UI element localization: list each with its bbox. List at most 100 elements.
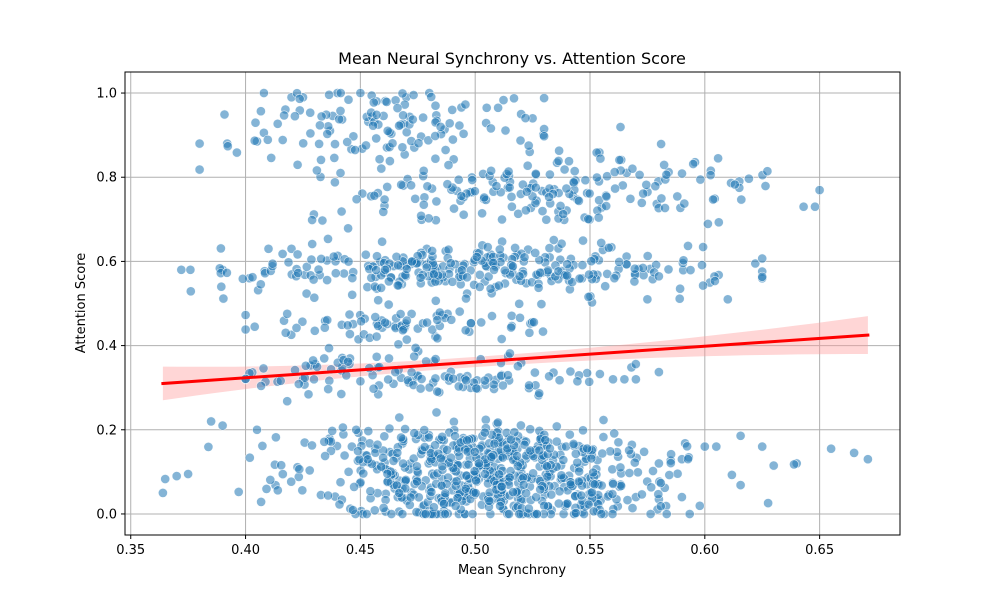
x-tick-label: 0.65 (805, 543, 834, 558)
data-point (342, 137, 353, 147)
data-point (330, 139, 340, 149)
data-point (409, 428, 420, 439)
data-point (316, 111, 327, 122)
data-point (443, 244, 454, 255)
x-axis-ticks: 0.35 0.40 0.45 0.50 0.55 0.60 0.65 (116, 535, 834, 558)
data-point (307, 239, 318, 249)
data-point (270, 432, 281, 443)
data-point (383, 299, 394, 310)
data-point (185, 264, 196, 275)
data-point (486, 165, 496, 176)
data-point (276, 460, 287, 471)
data-point (480, 414, 491, 425)
data-point (368, 97, 379, 108)
data-point (757, 441, 768, 452)
data-point (584, 188, 595, 199)
data-point (518, 479, 529, 490)
data-point (292, 159, 303, 170)
data-point (614, 256, 625, 267)
data-point (631, 374, 641, 385)
data-point (609, 273, 620, 284)
data-point (542, 471, 553, 482)
plot-frame (124, 71, 901, 536)
data-point (306, 254, 317, 265)
data-point (266, 152, 277, 163)
data-point (537, 206, 548, 216)
data-point (438, 498, 449, 509)
data-point (582, 368, 592, 378)
data-point (314, 138, 324, 149)
data-point (426, 92, 437, 102)
data-point (514, 509, 525, 519)
data-point (303, 389, 314, 400)
data-point (711, 441, 722, 452)
data-point (233, 486, 244, 497)
data-point (379, 431, 390, 442)
data-point (479, 375, 490, 386)
data-point (432, 386, 443, 397)
data-point (493, 102, 503, 113)
data-point (653, 489, 664, 500)
data-point (371, 265, 382, 275)
data-point (810, 201, 820, 212)
data-point (504, 472, 515, 483)
data-point (471, 251, 482, 262)
data-point (371, 331, 382, 342)
data-point (392, 280, 403, 291)
data-point (583, 499, 594, 510)
data-point (416, 374, 427, 384)
data-point (351, 194, 362, 205)
data-point (430, 295, 441, 306)
data-point (678, 255, 689, 266)
data-point (386, 509, 397, 519)
data-point (562, 270, 572, 281)
data-point (348, 131, 359, 142)
data-point (616, 480, 626, 491)
data-point (515, 135, 526, 146)
data-point (394, 120, 404, 131)
data-point (551, 421, 562, 432)
data-point (415, 272, 426, 283)
data-point (629, 457, 640, 468)
data-point (378, 502, 389, 513)
data-point (262, 134, 273, 145)
data-point (641, 179, 652, 190)
data-point (679, 198, 690, 209)
data-point (503, 166, 514, 177)
data-point (629, 263, 640, 274)
data-point (256, 496, 266, 507)
data-point (473, 458, 484, 469)
data-point (356, 316, 367, 327)
data-point (798, 201, 809, 212)
data-point (413, 492, 424, 503)
y-tick-label: 1.0 (96, 87, 117, 102)
data-point (351, 424, 362, 435)
data-point (682, 441, 692, 452)
data-point (244, 452, 255, 463)
data-point (432, 314, 443, 325)
data-point (369, 190, 380, 201)
data-point (492, 417, 503, 428)
data-point (339, 450, 350, 461)
data-point (629, 276, 640, 287)
data-point (454, 306, 465, 317)
data-point (595, 369, 605, 379)
data-point (452, 492, 463, 503)
data-point (615, 462, 626, 473)
data-point (394, 412, 405, 423)
data-point (535, 484, 546, 495)
data-point (627, 503, 638, 513)
data-point (307, 215, 317, 225)
data-point (556, 470, 567, 481)
data-point (301, 288, 312, 299)
data-point (401, 315, 412, 326)
data-point (479, 192, 490, 203)
data-point (171, 471, 182, 481)
data-point (415, 383, 426, 394)
data-point (672, 468, 683, 479)
data-point (347, 273, 358, 283)
data-point (589, 479, 600, 490)
data-point (727, 469, 737, 480)
data-point (335, 477, 346, 488)
data-point (255, 279, 266, 290)
